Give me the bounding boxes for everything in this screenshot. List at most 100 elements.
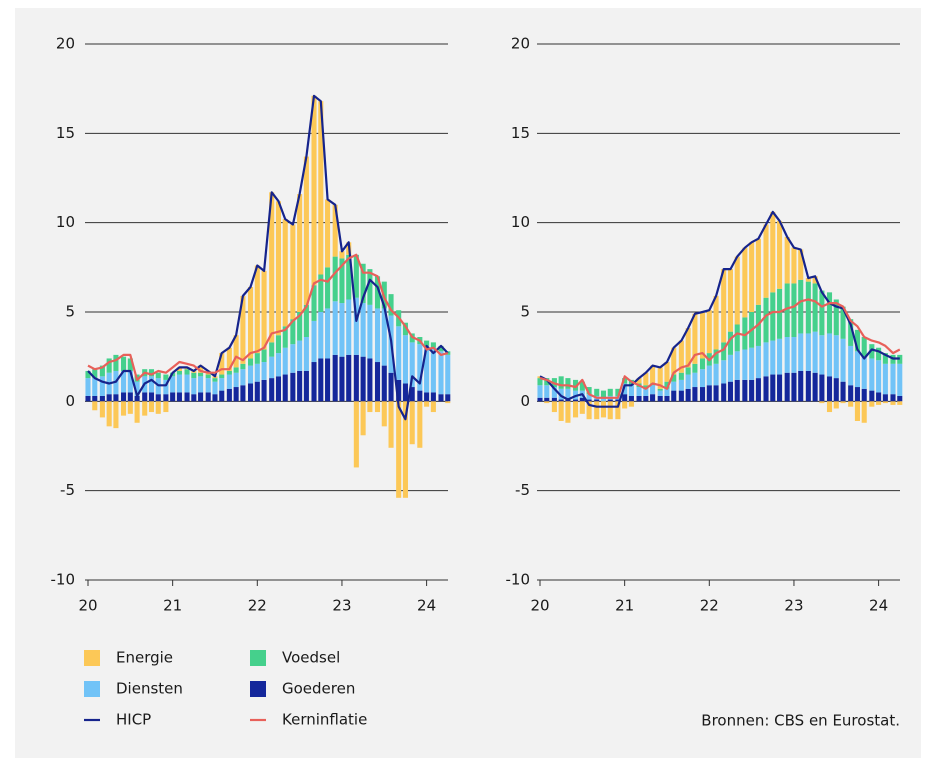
bar-segment (706, 365, 712, 386)
bar-segment (99, 365, 105, 377)
bar-segment (396, 379, 402, 402)
x-tick-label: 24 (869, 597, 888, 615)
bar-segment (607, 399, 613, 402)
bar-segment (742, 247, 748, 318)
bar-segment (148, 401, 155, 413)
bar-segment (353, 401, 359, 468)
bar-segment (127, 358, 133, 371)
x-tick-label: 23 (332, 597, 351, 615)
source-note: Bronnen: CBS en Eurostat. (701, 712, 900, 730)
bar-segment (678, 379, 684, 391)
bar-segment (594, 401, 600, 420)
bar-segment (882, 401, 888, 404)
bar-segment (346, 299, 352, 355)
bar-segment (226, 370, 232, 375)
bar-segment (876, 347, 882, 361)
bar-segment (332, 354, 338, 402)
bar-segment (727, 269, 734, 332)
bar-segment (297, 194, 303, 312)
bar-segment (127, 401, 133, 414)
bar-segment (791, 372, 797, 402)
bar-segment (92, 378, 98, 396)
bar-segment (586, 399, 592, 402)
bar-segment (106, 358, 112, 373)
bar-segment (671, 347, 677, 375)
bar-segment (558, 388, 564, 400)
bar-segment (777, 338, 783, 375)
bar-segment (275, 376, 282, 402)
bar-segment (367, 401, 373, 413)
bar-segment (537, 378, 543, 386)
legend-label: HICP (116, 711, 151, 729)
bar-segment (170, 376, 176, 393)
bar-segment (212, 378, 218, 382)
legend-label: Kerninflatie (282, 711, 367, 729)
bar-segment (409, 342, 415, 388)
line-series (539, 298, 901, 399)
bar-segment (198, 372, 204, 377)
bar-segment (134, 395, 140, 402)
bar-segment (318, 358, 324, 402)
bar-segment (848, 385, 854, 402)
bar-segment (600, 390, 607, 398)
bar-segment (163, 374, 169, 380)
bar-segment (240, 295, 246, 364)
legend-swatch (250, 650, 266, 666)
bar-segment (311, 285, 317, 321)
bar-segment (127, 370, 133, 393)
bar-segment (191, 378, 197, 395)
bar-segment (106, 401, 112, 427)
bar-segment (184, 374, 190, 393)
bar-segment (848, 401, 854, 407)
bar-segment (833, 335, 839, 379)
bar-segment (374, 401, 381, 413)
bar-segment (840, 306, 846, 339)
bar-segment (438, 345, 444, 352)
bar-segment (854, 401, 860, 421)
bar-segment (579, 401, 585, 414)
bar-segment (353, 354, 359, 402)
bar-segment (155, 372, 161, 379)
bar-segment (558, 399, 564, 402)
bar-segment (594, 388, 600, 396)
legend-swatch (84, 650, 100, 666)
bar-segment (445, 401, 451, 404)
bar-segment (205, 392, 211, 402)
bar-segment (791, 247, 797, 284)
bar-segment (819, 401, 825, 404)
bar-segment (430, 347, 436, 393)
bar-segment (890, 394, 896, 402)
bar-segment (664, 395, 670, 402)
bar-segment (558, 401, 564, 421)
bar-segment (692, 372, 698, 388)
bar-segment (544, 378, 550, 386)
bar-segment (882, 353, 888, 364)
bar-segment (311, 95, 317, 286)
bar-segment (191, 372, 197, 379)
x-tick-label: 21 (615, 597, 634, 615)
y-tick-label: 0 (520, 392, 530, 410)
bar-segment (219, 353, 225, 375)
bar-segment (353, 254, 359, 298)
bar-segment (763, 342, 769, 377)
bar-segment (600, 397, 607, 402)
bar-segment (734, 351, 740, 380)
bar-segment (142, 401, 148, 416)
bar-segment (424, 340, 430, 346)
bar-segment (339, 303, 345, 357)
bar-segment (721, 269, 727, 343)
bar-segment (657, 367, 663, 389)
bar-segment (664, 381, 670, 389)
bar-segment (791, 283, 797, 338)
bar-segment (671, 390, 677, 402)
bar-segment (742, 317, 748, 350)
bar-segment (360, 356, 366, 402)
bar-segment (784, 236, 790, 284)
bar-segment (430, 342, 436, 348)
bar-segment (848, 345, 854, 386)
bar-segment (332, 256, 338, 302)
bar-segment (643, 385, 649, 389)
y-tick-label: -5 (515, 481, 530, 499)
bar-segment (600, 401, 607, 418)
bar-segment (134, 381, 140, 396)
